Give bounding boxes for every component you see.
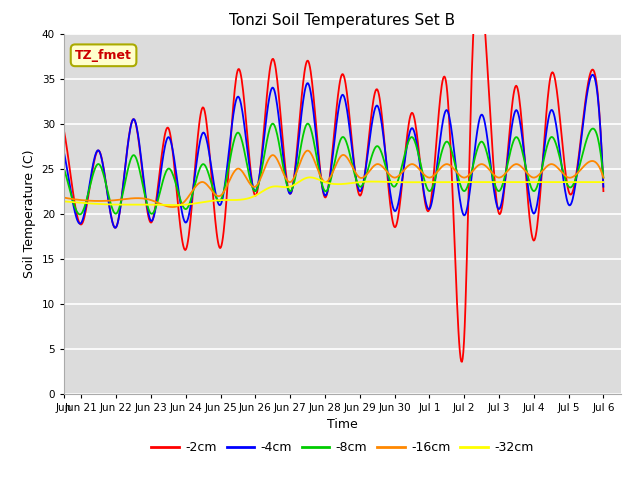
Y-axis label: Soil Temperature (C): Soil Temperature (C) bbox=[23, 149, 36, 278]
-16cm bbox=[367, 166, 375, 171]
-16cm bbox=[304, 148, 312, 154]
-4cm bbox=[523, 173, 531, 179]
-4cm bbox=[367, 129, 374, 135]
-8cm bbox=[467, 174, 474, 180]
-32cm bbox=[306, 175, 314, 180]
-32cm bbox=[43, 197, 51, 203]
-2cm bbox=[366, 125, 374, 131]
Line: -8cm: -8cm bbox=[47, 124, 604, 215]
-32cm bbox=[169, 202, 177, 208]
-2cm bbox=[458, 359, 466, 365]
-32cm bbox=[77, 200, 84, 205]
-32cm bbox=[467, 179, 474, 185]
-2cm bbox=[77, 222, 84, 228]
-2cm bbox=[397, 189, 405, 194]
-8cm bbox=[399, 160, 406, 166]
-8cm bbox=[600, 175, 607, 180]
Title: Tonzi Soil Temperatures Set B: Tonzi Soil Temperatures Set B bbox=[229, 13, 456, 28]
-8cm bbox=[367, 155, 375, 160]
-16cm bbox=[600, 175, 607, 180]
-8cm bbox=[77, 211, 85, 216]
-2cm bbox=[524, 192, 531, 197]
-32cm bbox=[399, 180, 406, 185]
-16cm bbox=[382, 168, 390, 173]
Text: TZ_fmet: TZ_fmet bbox=[75, 49, 132, 62]
-8cm bbox=[524, 171, 531, 177]
-8cm bbox=[382, 165, 390, 170]
-16cm bbox=[399, 169, 406, 175]
-16cm bbox=[169, 204, 177, 210]
-8cm bbox=[76, 212, 84, 217]
-32cm bbox=[382, 179, 390, 185]
-4cm bbox=[589, 72, 596, 78]
-32cm bbox=[600, 179, 607, 185]
Legend: -2cm, -4cm, -8cm, -16cm, -32cm: -2cm, -4cm, -8cm, -16cm, -32cm bbox=[147, 436, 538, 459]
-16cm bbox=[43, 191, 51, 197]
-4cm bbox=[77, 220, 84, 226]
-2cm bbox=[600, 188, 607, 194]
-4cm bbox=[112, 225, 120, 230]
-16cm bbox=[467, 171, 474, 177]
X-axis label: Time: Time bbox=[327, 418, 358, 431]
-16cm bbox=[77, 197, 84, 203]
-4cm bbox=[381, 149, 389, 155]
-4cm bbox=[43, 211, 51, 216]
-2cm bbox=[43, 257, 51, 263]
-2cm bbox=[381, 141, 388, 147]
-4cm bbox=[398, 178, 406, 184]
-8cm bbox=[43, 206, 51, 212]
-4cm bbox=[466, 190, 474, 196]
-32cm bbox=[367, 179, 375, 184]
-32cm bbox=[524, 179, 531, 185]
Line: -2cm: -2cm bbox=[47, 0, 604, 362]
-4cm bbox=[600, 184, 607, 190]
-2cm bbox=[466, 146, 474, 152]
Line: -32cm: -32cm bbox=[47, 178, 604, 205]
-8cm bbox=[304, 121, 312, 127]
Line: -4cm: -4cm bbox=[47, 75, 604, 228]
-16cm bbox=[524, 170, 531, 176]
Line: -16cm: -16cm bbox=[47, 151, 604, 207]
